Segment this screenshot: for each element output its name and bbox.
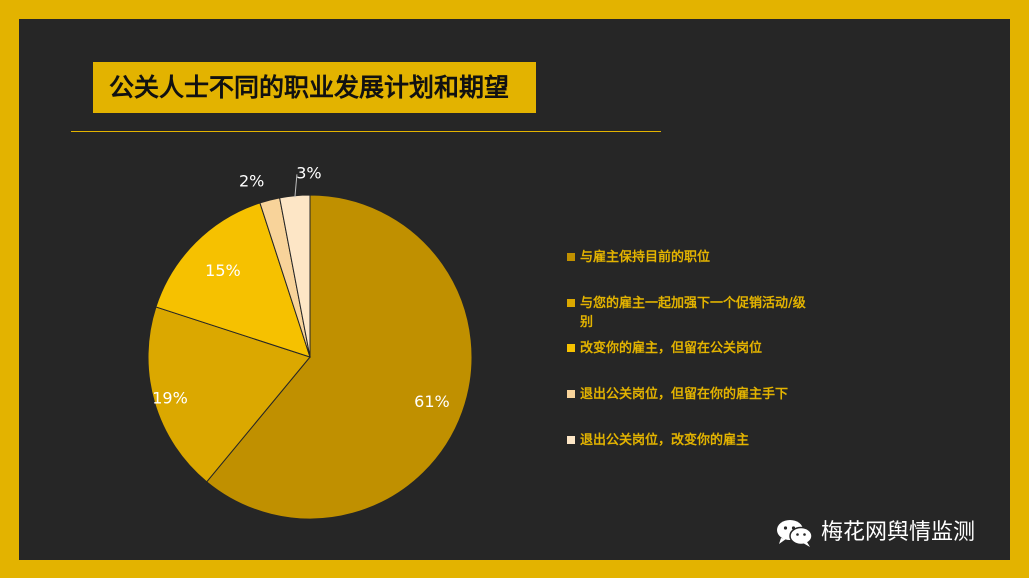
legend-item-3: 改变你的雇主，但留在公关岗位	[567, 339, 817, 358]
legend-swatch	[567, 299, 575, 307]
legend-label: 与您的雇主一起加强下一个促销活动/级别	[580, 296, 806, 330]
legend-item-1: 与雇主保持目前的职位	[567, 248, 817, 267]
pie-leader-line	[294, 174, 298, 198]
pie-slice-2	[147, 306, 311, 483]
legend-item-2: 与您的雇主一起加强下一个促销活动/级别	[567, 294, 817, 332]
pie-data-label-1: 61%	[414, 392, 450, 411]
legend-swatch	[567, 253, 575, 261]
legend-swatch	[567, 436, 575, 444]
watermark-text: 梅花网舆情监测	[821, 520, 976, 545]
page-title: 公关人士不同的职业发展计划和期望	[109, 73, 510, 102]
wechat-icon	[777, 520, 813, 547]
pie-slice-3	[155, 202, 311, 358]
pie-data-label-4: 2%	[239, 171, 264, 190]
legend-label: 与雇主保持目前的职位	[580, 250, 711, 265]
legend-swatch	[567, 344, 575, 352]
legend-item-5: 退出公关岗位，改变你的雇主	[567, 431, 817, 450]
pie-chart: 61% 19% 15% 2% 3%	[147, 163, 473, 520]
legend-label: 退出公关岗位，但留在你的雇主手下	[580, 387, 789, 402]
slide-canvas: 公关人士不同的职业发展计划和期望 61% 19% 15% 2% 3% 与雇主保持目前的职…	[19, 19, 1010, 560]
title-divider	[71, 131, 661, 132]
legend-label: 退出公关岗位，改变你的雇主	[580, 433, 750, 448]
legend-swatch	[567, 390, 575, 398]
pie-slice-1	[206, 194, 473, 520]
pie-data-label-5: 3%	[296, 163, 321, 182]
title-banner: 公关人士不同的职业发展计划和期望	[93, 62, 536, 113]
legend-item-4: 退出公关岗位，但留在你的雇主手下	[567, 385, 817, 404]
legend-label: 改变你的雇主，但留在公关岗位	[580, 341, 763, 356]
pie-data-label-2: 19%	[152, 389, 188, 408]
pie-data-label-3: 15%	[205, 261, 241, 280]
